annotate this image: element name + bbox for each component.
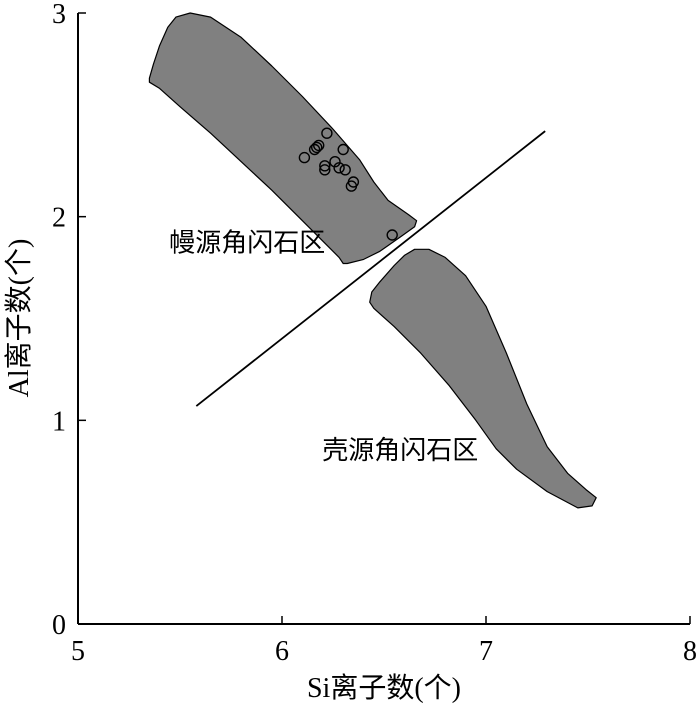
x-tick-label: 7 — [479, 636, 493, 667]
data-point — [386, 229, 398, 241]
data-point — [345, 180, 358, 192]
y-axis-title: Al离子数(个) — [3, 239, 35, 398]
y-tick-label: 2 — [52, 203, 66, 234]
regions-layer — [148, 12, 597, 509]
mantle-region — [148, 12, 418, 265]
data-point — [311, 141, 323, 154]
data-point — [321, 127, 333, 139]
divider-layer — [195, 130, 546, 407]
mantle-region-label: 幔源角闪石区 — [169, 228, 325, 258]
y-tick-label: 3 — [52, 0, 66, 30]
data-point — [319, 164, 331, 176]
x-tick-label: 5 — [71, 636, 85, 667]
crust-region-label: 壳源角闪石区 — [322, 436, 478, 466]
points-layer — [298, 127, 398, 241]
labels-layer: Si离子数(个) Al离子数(个) 幔源角闪石区 壳源角闪石区 — [3, 228, 478, 704]
y-tick-label: 0 — [52, 610, 66, 641]
data-point — [319, 160, 331, 172]
x-axis-title: Si离子数(个) — [307, 672, 461, 704]
data-point — [337, 143, 349, 156]
ticks-layer: 5 6 7 8 0 1 2 3 — [52, 0, 697, 667]
crust-region — [369, 248, 597, 509]
divider-line — [195, 130, 546, 407]
x-tick-label: 8 — [683, 636, 697, 667]
y-tick-label: 1 — [52, 406, 66, 437]
data-point — [333, 162, 345, 174]
axes-layer — [77, 13, 690, 625]
data-point — [308, 143, 321, 156]
data-point — [339, 164, 351, 176]
data-point — [298, 151, 311, 164]
data-point — [313, 139, 325, 152]
x-tick-label: 6 — [275, 636, 289, 667]
data-point — [329, 155, 341, 168]
